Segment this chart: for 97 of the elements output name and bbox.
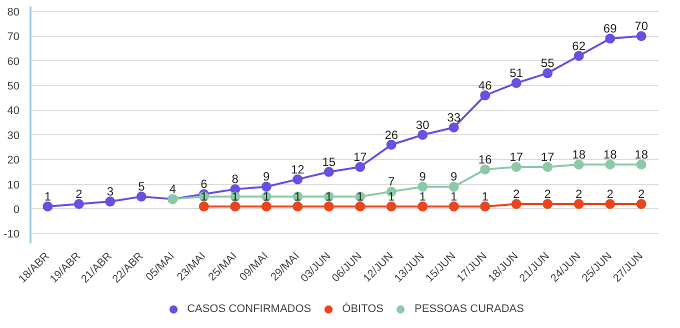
legend-label: PESSOAS CURADAS [414, 303, 524, 315]
point [511, 78, 522, 88]
data-label: 33 [447, 110, 461, 124]
point [511, 162, 522, 172]
data-label: 2 [606, 187, 614, 201]
point [74, 199, 84, 209]
y-tick-label: 70 [7, 31, 20, 44]
point [292, 201, 303, 212]
point [418, 182, 428, 192]
point [386, 140, 396, 150]
data-label: 6 [200, 177, 208, 192]
data-label: 46 [478, 78, 492, 92]
y-tick-label: 80 [7, 6, 20, 18]
point [636, 160, 646, 170]
point [386, 201, 396, 212]
point [480, 90, 490, 100]
y-tick-label: 60 [7, 56, 20, 68]
data-label: 17 [510, 150, 524, 164]
point [292, 174, 303, 184]
data-label: 1 [263, 189, 270, 204]
point [324, 166, 334, 177]
data-label: 2 [513, 187, 520, 201]
point [480, 164, 490, 174]
data-label: 2 [575, 187, 582, 201]
point [261, 182, 272, 192]
point [542, 162, 553, 172]
point [636, 199, 646, 209]
data-label: 9 [450, 170, 458, 184]
data-label: 17 [353, 150, 368, 164]
data-label: 5 [138, 180, 146, 194]
legend-label: CASOS CONFIRMADOS [187, 303, 312, 315]
data-label: 12 [290, 162, 305, 176]
data-label: 3 [106, 184, 114, 199]
point [136, 192, 146, 202]
point [261, 201, 272, 212]
y-tick-label: 40 [7, 105, 20, 118]
point [605, 160, 616, 170]
point [480, 201, 490, 212]
point [42, 201, 53, 212]
data-label: 70 [634, 19, 648, 34]
point [355, 201, 366, 212]
point [230, 201, 240, 212]
data-label: 7 [388, 174, 396, 189]
data-label: 18 [572, 148, 586, 162]
data-label: 1 [200, 189, 208, 204]
point [636, 31, 646, 42]
point [418, 201, 428, 212]
data-label: 55 [540, 56, 555, 70]
point [542, 199, 553, 209]
point [605, 34, 616, 44]
y-tick-label: 30 [7, 130, 20, 142]
data-label: 62 [572, 38, 586, 53]
data-label: 18 [603, 148, 618, 162]
legend-label: ÓBITOS [342, 303, 384, 315]
point [198, 201, 209, 212]
point [448, 182, 459, 192]
data-label: 1 [450, 189, 458, 204]
point [448, 201, 459, 212]
data-label: 17 [540, 150, 555, 164]
data-label: 1 [44, 189, 52, 204]
data-label: 1 [326, 189, 333, 204]
y-tick-label: 0 [13, 204, 20, 216]
data-label: 30 [416, 118, 430, 132]
point [418, 130, 428, 140]
data-label: 1 [419, 189, 426, 204]
data-label: 69 [603, 22, 618, 36]
point [105, 196, 116, 207]
data-label: 2 [544, 187, 552, 201]
data-label: 1 [356, 189, 364, 204]
data-label: 26 [384, 128, 398, 142]
y-tick-label: -10 [4, 228, 20, 241]
data-label: 51 [510, 66, 524, 80]
point [574, 199, 584, 209]
data-label: 1 [232, 189, 239, 204]
data-label: 9 [419, 170, 426, 184]
data-label: 8 [232, 172, 239, 186]
y-tick-label: 50 [7, 80, 20, 92]
data-label: 9 [263, 170, 270, 184]
point [542, 68, 553, 78]
data-label: 2 [638, 187, 645, 201]
y-tick-label: 10 [7, 179, 20, 192]
data-label: 1 [388, 189, 396, 204]
point [448, 122, 459, 132]
y-tick-label: 20 [7, 154, 20, 167]
data-label: 1 [482, 189, 489, 204]
point [574, 50, 584, 61]
data-label: 15 [322, 154, 336, 169]
data-label: 16 [478, 152, 492, 166]
point [324, 201, 334, 212]
data-label: 18 [634, 148, 648, 162]
point [605, 199, 616, 209]
point [355, 162, 366, 172]
data-label: 1 [294, 189, 302, 204]
data-label: 2 [76, 187, 83, 201]
point [574, 160, 584, 170]
point [511, 199, 522, 209]
data-label: 4 [169, 182, 176, 196]
